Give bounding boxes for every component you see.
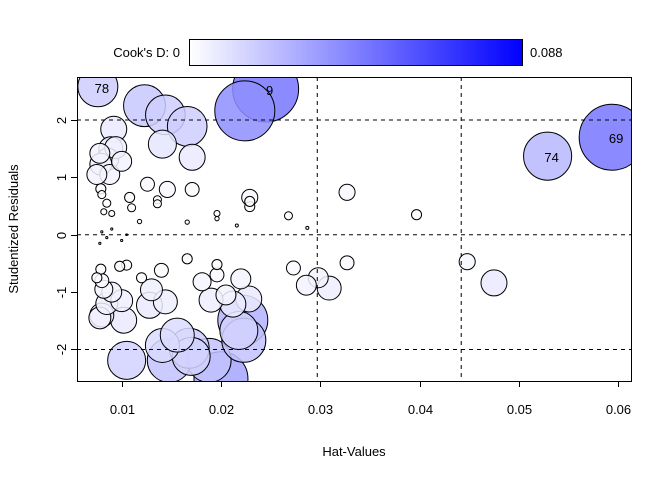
bubble-point (135, 272, 148, 284)
bubble-point (152, 199, 162, 209)
x-axis-title: Hat-Values (322, 444, 386, 459)
x-tick-label: 0.01 (110, 402, 135, 417)
bubble-point (107, 340, 147, 380)
color-legend-bar (189, 39, 523, 66)
bubble-point (523, 131, 573, 181)
color-legend: Cook's D: 0 0.088 (113, 39, 563, 66)
bubble-point (114, 260, 126, 272)
point-label: 69 (609, 131, 623, 146)
bubble-point (230, 268, 252, 290)
point-label: 78 (95, 81, 109, 96)
bubble-point (214, 216, 220, 222)
bubble-point (120, 238, 124, 243)
color-legend-max-label: 0.088 (530, 45, 563, 60)
bubble-point (105, 236, 109, 240)
bubble-point (184, 181, 200, 197)
bubble-point (285, 260, 301, 276)
y-tick-label: -1 (54, 287, 69, 299)
bubble-point (211, 259, 223, 271)
point-label: 74 (544, 150, 558, 165)
bubble-point (181, 253, 193, 265)
bubble-point (213, 209, 221, 218)
bubble-point (153, 262, 169, 278)
bubble-point (305, 225, 310, 230)
bubble-point (147, 129, 177, 159)
x-axis: 0.01 0.02 0.03 0.04 0.05 0.06 (110, 381, 631, 417)
bubble-point (89, 142, 111, 164)
bubble-point (102, 198, 112, 208)
x-tick-label: 0.05 (507, 402, 532, 417)
bubble-point (140, 176, 155, 192)
bubble-point (136, 218, 143, 225)
bubble-point (111, 150, 133, 172)
bubble-point (578, 103, 631, 171)
bubble-point (219, 311, 259, 351)
bubble-point (244, 195, 256, 208)
bubble-point (339, 255, 355, 271)
plot-frame (77, 77, 632, 382)
bubble-point (480, 269, 508, 297)
bubble-point (91, 272, 103, 284)
bubble-point (159, 317, 195, 353)
y-tick-label: 2 (54, 117, 69, 124)
bubble-point (214, 80, 276, 142)
x-tick-label: 0.06 (606, 402, 631, 417)
x-tick-label: 0.03 (308, 402, 333, 417)
bubble-point (295, 274, 317, 296)
point-labels: 78 9 69 74 (95, 81, 624, 165)
y-axis-title: Studentized Residuals (6, 164, 21, 294)
bubble-point (215, 284, 237, 306)
bubble-point (108, 209, 116, 218)
bubble-point (100, 208, 108, 216)
y-tick-label: -2 (54, 344, 69, 356)
color-legend-label: Cook's D: 0 (113, 45, 180, 60)
y-axis: -2 -1 0 1 2 (54, 117, 77, 355)
bubble-point (127, 203, 137, 213)
x-tick-label: 0.02 (209, 402, 234, 417)
bubble-point (178, 143, 206, 171)
reference-lines (77, 77, 631, 381)
bubble-point (100, 230, 104, 234)
bubble-point (98, 241, 102, 245)
bubble-point (158, 180, 176, 198)
bubble-point (338, 183, 356, 201)
x-tick-label: 0.04 (408, 402, 433, 417)
bubble-point (86, 164, 108, 185)
bubble-point (192, 272, 212, 292)
bubble-point (110, 227, 114, 231)
bubbles (77, 77, 631, 381)
bubble-point (139, 278, 163, 302)
bubble-point (458, 253, 476, 271)
bubble-point (184, 219, 190, 225)
y-tick-label: 0 (54, 232, 69, 239)
bubble-point (283, 211, 293, 221)
y-tick-label: 1 (54, 174, 69, 181)
bubble-point (234, 223, 239, 228)
bubble-point (411, 209, 423, 221)
bubble-point (97, 190, 107, 200)
point-label: 9 (266, 83, 273, 98)
bubble-point (124, 191, 136, 203)
